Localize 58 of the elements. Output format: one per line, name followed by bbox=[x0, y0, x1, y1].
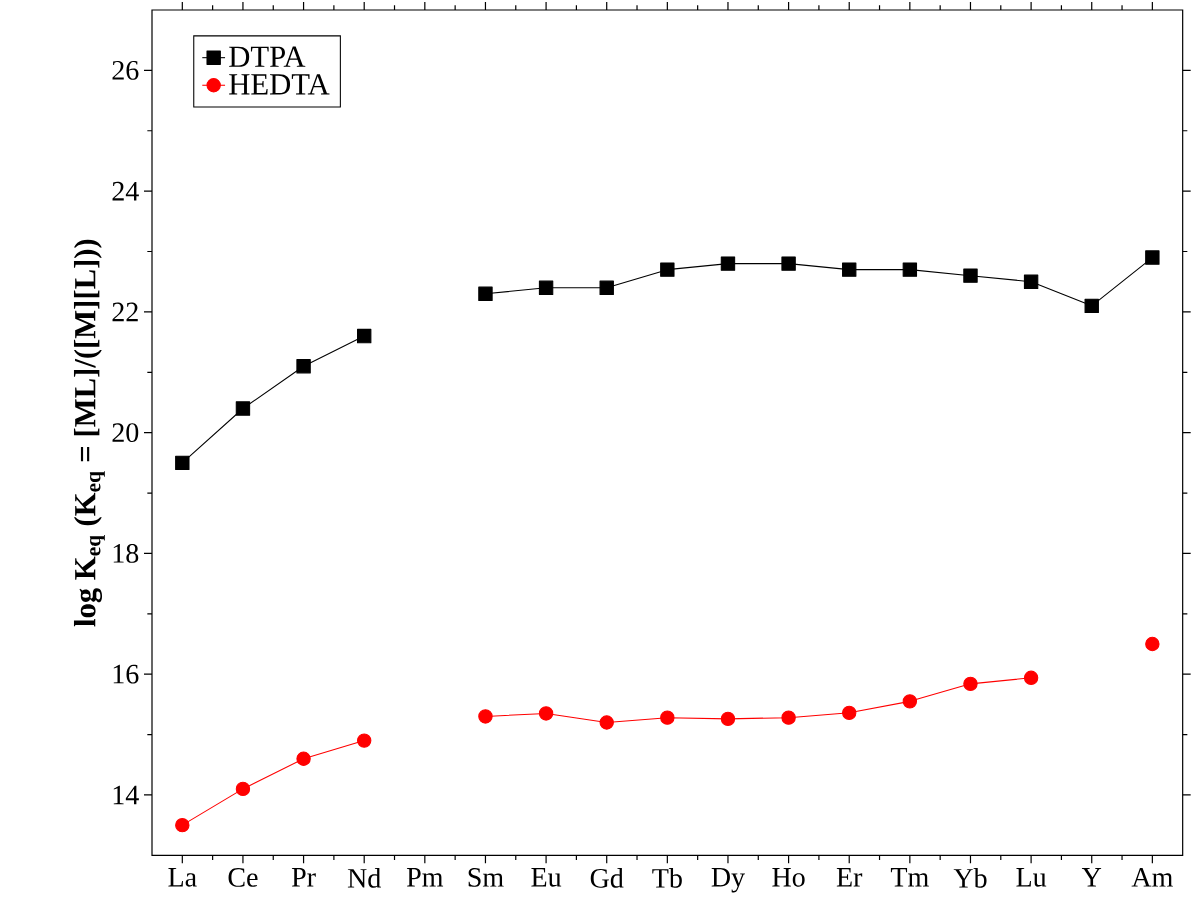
point bbox=[781, 256, 796, 271]
point bbox=[842, 262, 857, 277]
x-tick-label: Ce bbox=[228, 868, 258, 887]
point bbox=[235, 781, 251, 797]
point bbox=[1023, 670, 1039, 686]
point bbox=[175, 455, 190, 471]
y-tick-label: 16 bbox=[113, 664, 139, 684]
x-tick-label: La bbox=[168, 868, 197, 887]
point bbox=[599, 280, 614, 295]
point bbox=[720, 256, 736, 271]
point bbox=[478, 286, 493, 301]
point bbox=[1023, 274, 1039, 289]
point bbox=[720, 711, 736, 727]
point bbox=[538, 280, 554, 295]
x-tick-label: Ho bbox=[772, 868, 805, 887]
x-tick-label: Gd bbox=[590, 868, 624, 888]
point bbox=[842, 705, 857, 721]
y-tick-label: 14 bbox=[113, 785, 139, 805]
x-tick-label: Tm bbox=[890, 868, 929, 887]
x-tick-label: Eu bbox=[531, 868, 562, 887]
point bbox=[902, 262, 918, 277]
point bbox=[1145, 250, 1160, 265]
point bbox=[781, 710, 796, 725]
x-tick-label: Pr bbox=[291, 868, 316, 887]
point bbox=[963, 268, 978, 283]
point bbox=[660, 262, 675, 277]
point bbox=[1145, 636, 1160, 652]
y-tick-label: 26 bbox=[112, 60, 139, 80]
x-tick-label: Dy bbox=[711, 868, 745, 893]
x-tick-label: Pm bbox=[406, 868, 444, 887]
x-tick-label: Yb bbox=[953, 868, 987, 888]
point bbox=[175, 817, 190, 833]
point bbox=[599, 715, 614, 730]
y-axis-title: log K$_{eq}$ (K$_{eq}$ = [ML]/([M][L])) bbox=[73, 239, 105, 627]
point bbox=[235, 401, 251, 416]
point bbox=[356, 733, 372, 748]
x-tick-label: Y bbox=[1081, 868, 1102, 887]
point bbox=[963, 676, 978, 692]
y-tick-label: 22 bbox=[112, 302, 138, 322]
y-tick-label: 24 bbox=[112, 181, 139, 201]
y-tick-label: 20 bbox=[112, 423, 139, 443]
x-tick-label: Er bbox=[836, 868, 863, 887]
point bbox=[660, 710, 675, 725]
legend-label: HEDTA bbox=[229, 74, 330, 95]
point bbox=[478, 709, 493, 724]
x-tick-label: Sm bbox=[468, 868, 504, 887]
x-tick-label: Nd bbox=[347, 868, 381, 888]
x-tick-label: Lu bbox=[1016, 868, 1047, 887]
point bbox=[538, 706, 554, 721]
point bbox=[296, 359, 311, 374]
point bbox=[296, 751, 311, 766]
point bbox=[1084, 298, 1099, 314]
legend-label: DTPA bbox=[229, 46, 306, 67]
x-tick-label: Am bbox=[1131, 868, 1173, 887]
point bbox=[356, 328, 372, 344]
point bbox=[902, 694, 918, 709]
x-tick-label: Tb bbox=[652, 868, 682, 888]
y-tick-label: 18 bbox=[113, 543, 139, 563]
